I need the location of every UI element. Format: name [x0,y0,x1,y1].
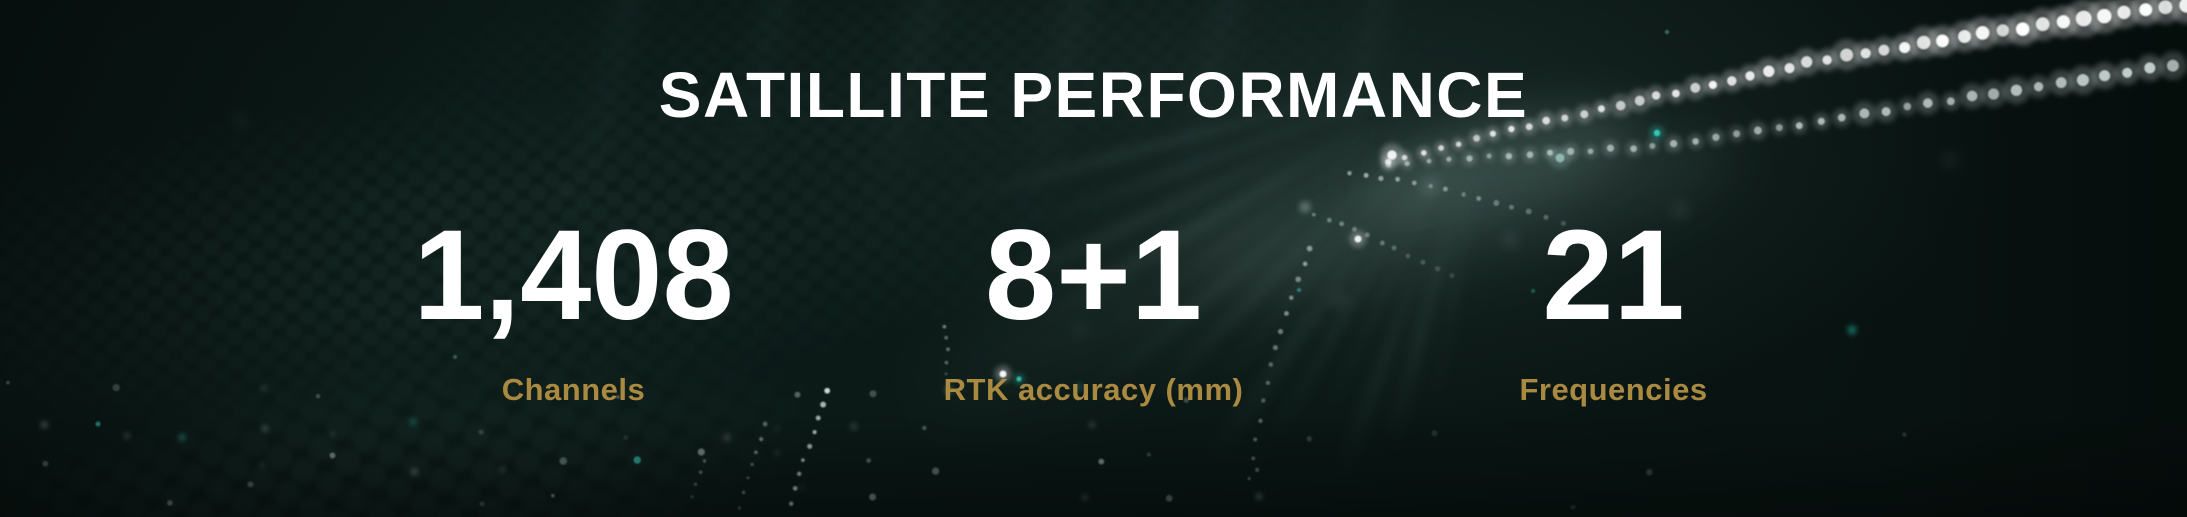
stat-value: 21 [1542,204,1685,347]
stat-label: Channels [501,372,646,407]
stat-value: 1,408 [413,204,734,347]
stats-row: 1,408 Channels 8+1 RTK accuracy (mm) 21 … [314,212,1874,408]
page-title: SATILLITE PERFORMANCE [658,59,1529,131]
stat-channels: 1,408 Channels [314,212,834,408]
stat-value: 8+1 [984,204,1203,347]
stat-rtk-accuracy: 8+1 RTK accuracy (mm) [834,212,1354,408]
stat-frequencies: 21 Frequencies [1354,212,1874,408]
stat-label: Frequencies [1519,372,1708,407]
stat-label: RTK accuracy (mm) [943,372,1244,407]
